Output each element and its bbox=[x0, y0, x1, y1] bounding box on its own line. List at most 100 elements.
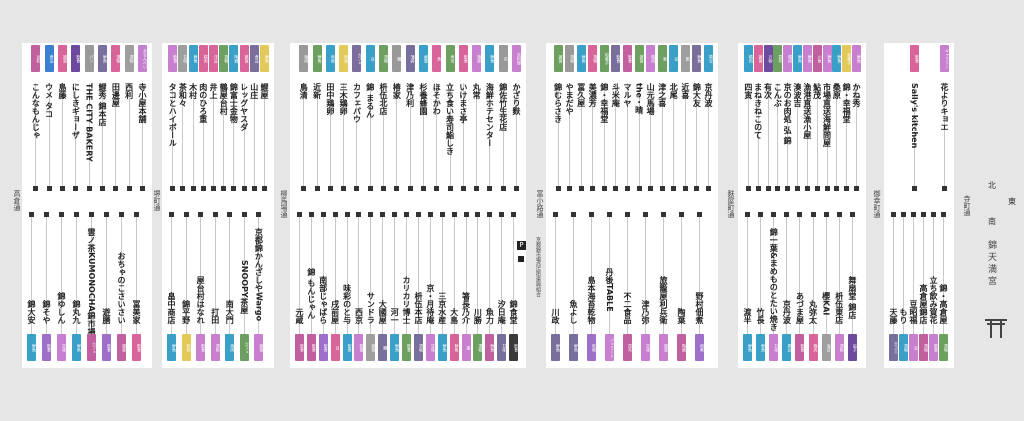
stem-line bbox=[838, 216, 840, 334]
shop-marker bbox=[308, 212, 314, 217]
category-tag: 甘味 bbox=[769, 334, 779, 361]
shop-marker bbox=[33, 186, 39, 191]
shop-name: 山元馬場 bbox=[646, 83, 656, 115]
category-label: 昆布 bbox=[628, 343, 632, 352]
shop-name: 冨久屋 bbox=[576, 83, 586, 107]
category-label: 陶器 bbox=[682, 343, 686, 352]
category-label: ジェラート bbox=[610, 337, 614, 358]
shop-name: 立ち飲み賀花 bbox=[929, 276, 938, 324]
category-tag: 鮮魚 bbox=[576, 45, 586, 72]
stem-line bbox=[46, 216, 47, 334]
shop-name: こんなもんじゃ bbox=[31, 83, 41, 139]
shop-name: 寺小屋本舗 bbox=[138, 83, 147, 123]
stem-line bbox=[851, 216, 853, 334]
shop-marker bbox=[942, 186, 947, 191]
category-label: 鮮魚 bbox=[807, 54, 812, 63]
stem-line bbox=[253, 83, 255, 189]
shop-name: 木村 bbox=[188, 83, 198, 99]
shop-name: カフェパウ bbox=[352, 83, 362, 123]
shop-marker bbox=[211, 186, 216, 191]
shop-name: 魚力 bbox=[485, 308, 495, 324]
category-label: 扇子 bbox=[852, 343, 857, 352]
shop-name: 三木鶏卵 bbox=[339, 83, 349, 115]
shop-name: 西京 bbox=[354, 308, 364, 324]
shop-name: 錦大安 bbox=[27, 300, 36, 324]
category-label: 鰻 bbox=[383, 345, 388, 350]
shop-name: 南大門 bbox=[225, 300, 235, 324]
stem-line bbox=[580, 83, 582, 189]
stem-line bbox=[913, 216, 914, 334]
category-tag: 黒豆 bbox=[704, 45, 713, 72]
shop-marker bbox=[100, 186, 105, 191]
stem-line bbox=[334, 216, 336, 334]
shop-name: 戌前屋 bbox=[330, 300, 340, 324]
shop-marker bbox=[29, 212, 34, 217]
category-tag: 鮮魚 bbox=[449, 334, 459, 361]
stem-line bbox=[310, 216, 312, 334]
shop-name: 近新 bbox=[312, 83, 322, 99]
category-label: 漬物 bbox=[116, 54, 121, 63]
shop-marker bbox=[46, 186, 52, 191]
category-label: 飲食 bbox=[347, 343, 352, 352]
category-tag: 京料理 bbox=[512, 45, 521, 72]
shop-name: 鶴屋台村 bbox=[219, 83, 229, 115]
shop-name: あづま屋 bbox=[795, 292, 805, 324]
stem-line bbox=[200, 216, 202, 334]
category-label: 蜂蜜 bbox=[423, 54, 428, 63]
shop-name: 湊波吉 bbox=[793, 83, 802, 107]
category-label: 精肉 bbox=[788, 54, 793, 63]
category-tag: 寿司 bbox=[445, 45, 455, 72]
category-tag: 豆 bbox=[909, 334, 918, 361]
shop-marker bbox=[659, 186, 665, 191]
category-label: 鮮魚 bbox=[857, 54, 861, 63]
shop-marker bbox=[262, 186, 267, 191]
category-tag: 漬物 bbox=[413, 334, 423, 361]
block-2 bbox=[162, 43, 274, 368]
category-tag: おせんべい bbox=[138, 45, 147, 72]
shop-name: 四寅 bbox=[743, 83, 753, 99]
shop-name: 元蔵 bbox=[295, 308, 304, 324]
shop-marker bbox=[823, 212, 829, 217]
shop-marker bbox=[251, 186, 257, 191]
shop-marker bbox=[810, 212, 816, 217]
shop-name: 近喜 bbox=[680, 83, 690, 99]
category-label: 鮮魚 bbox=[827, 54, 832, 63]
shop-name: 冨美家 bbox=[132, 300, 141, 324]
shop-marker bbox=[771, 212, 777, 217]
shop-marker bbox=[404, 212, 410, 217]
shop-name: 斗米庵 bbox=[611, 83, 621, 107]
category-tag: 鶏肉 bbox=[299, 45, 309, 72]
shop-name: 京丹波 bbox=[704, 83, 713, 107]
category-label: 飲食 bbox=[107, 343, 111, 352]
category-label: 蒲鉾 bbox=[410, 54, 415, 63]
category-label: パン bbox=[89, 54, 94, 63]
category-label: 和菓子 bbox=[847, 52, 852, 65]
category-tag: カフェ bbox=[87, 334, 96, 361]
category-label: 雑貨 bbox=[639, 54, 644, 63]
stem-line bbox=[394, 216, 396, 334]
stem-line bbox=[61, 216, 62, 334]
category-tag: 鮮魚 bbox=[437, 334, 447, 361]
shop-marker bbox=[231, 186, 237, 191]
shop-name: 天藤 bbox=[889, 308, 898, 324]
category-tag: 鮮魚 bbox=[188, 45, 198, 72]
category-label: 飲食 bbox=[616, 54, 621, 63]
category-tag: 鮮魚 bbox=[692, 45, 702, 72]
category-tag: 飲食 bbox=[402, 334, 412, 361]
category-tag: ギャラリー bbox=[940, 45, 949, 72]
shop-name: 雲ノ茶KUMONOCHA錦市場店 bbox=[87, 228, 96, 344]
shop-marker bbox=[697, 212, 702, 217]
shop-marker bbox=[487, 186, 493, 191]
category-label: 飲食 bbox=[915, 54, 919, 63]
shop-name: 有次 bbox=[763, 83, 773, 99]
stem-line bbox=[88, 83, 90, 189]
street-label: 堺町通 bbox=[153, 190, 161, 211]
category-label: 豆 bbox=[674, 56, 679, 61]
category-tag: 蒲鉾 bbox=[472, 45, 482, 72]
category-tag: 佃煮 bbox=[695, 334, 704, 361]
category-tag: 箸 bbox=[461, 334, 471, 361]
category-tag: 漬物 bbox=[124, 45, 134, 72]
compass-south: 南 bbox=[988, 217, 996, 226]
block-6 bbox=[884, 43, 954, 368]
block-1 bbox=[22, 43, 152, 368]
